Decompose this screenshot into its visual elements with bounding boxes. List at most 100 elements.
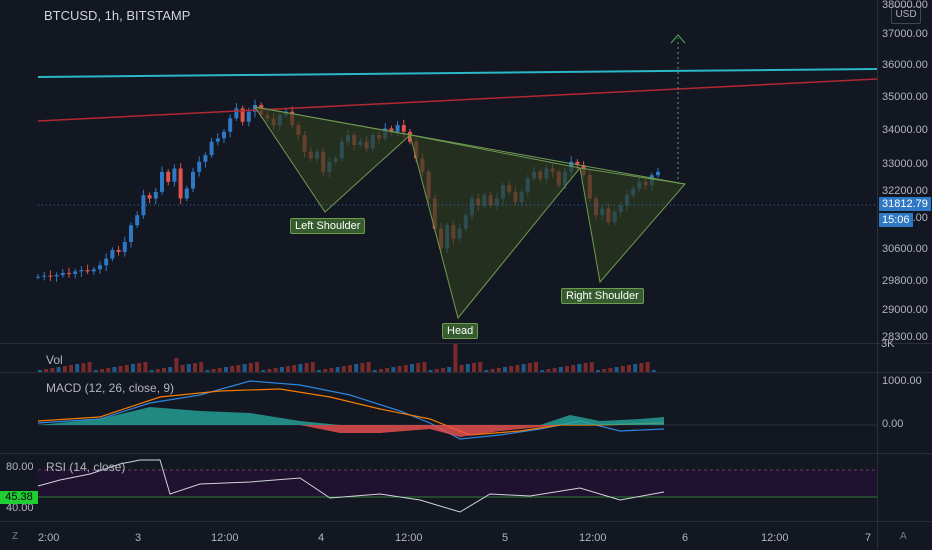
volume-bar <box>428 370 433 372</box>
left-shoulder-triangle <box>253 106 412 213</box>
volume-bar <box>379 369 383 372</box>
rsi-tick-80: 80.00 <box>6 461 34 473</box>
volume-bar <box>93 370 98 372</box>
rsi-value-tag: 45.38 <box>0 491 38 504</box>
candle-body <box>36 276 40 278</box>
volume-bar <box>230 366 235 372</box>
candle-body <box>110 249 115 259</box>
volume-bar <box>50 368 55 372</box>
price-axis-divider <box>877 0 878 550</box>
candle-body <box>575 161 580 166</box>
volume-bar <box>75 364 80 372</box>
volume-bar <box>261 370 266 372</box>
candle-body <box>178 168 183 199</box>
volume-pane <box>38 344 656 372</box>
volume-bar <box>118 366 123 372</box>
currency-badge[interactable]: USD <box>891 6 921 24</box>
candle-body <box>60 273 65 276</box>
time-axis-label: 12:00 <box>579 532 607 544</box>
volume-bar <box>131 364 135 372</box>
rsi-label[interactable]: RSI (14, close) <box>46 460 126 474</box>
right-shoulder-triangle <box>579 167 686 284</box>
volume-bar <box>509 366 514 372</box>
volume-bar <box>434 369 439 372</box>
rsi-pane <box>37 459 877 513</box>
candle-body <box>197 161 202 172</box>
volume-bar <box>106 368 111 372</box>
head-triangle <box>409 134 581 320</box>
volume-bar <box>242 364 247 372</box>
volume-bar <box>279 367 284 372</box>
candle-body <box>389 128 394 132</box>
target-arrow-head <box>670 34 686 44</box>
volume-bar <box>174 358 179 372</box>
volume-bar <box>614 367 619 372</box>
volume-bar <box>546 369 551 372</box>
volume-bar <box>162 368 166 372</box>
candle-body <box>79 270 84 272</box>
price-axis-label: 30600.00 <box>882 243 928 255</box>
volume-bar <box>422 362 427 372</box>
volume-bar <box>211 369 216 372</box>
macd-tick-0: 0.00 <box>882 418 904 430</box>
volume-bar <box>341 366 346 372</box>
time-axis-label: 2:00 <box>38 532 60 544</box>
pane-divider[interactable] <box>0 372 932 373</box>
volume-bar <box>180 365 185 372</box>
volume-bar <box>527 363 532 372</box>
candle-body <box>215 138 220 142</box>
pane-divider[interactable] <box>0 453 932 454</box>
auto-scale-button[interactable]: A <box>900 531 907 542</box>
time-axis-label: 5 <box>502 532 509 544</box>
volume-bar <box>441 368 445 372</box>
candle-body <box>253 105 257 112</box>
volume-bar <box>100 369 104 372</box>
volume-bar <box>447 367 452 372</box>
volume-bar <box>645 362 650 372</box>
volume-bar <box>310 362 315 372</box>
volume-bar <box>410 364 414 372</box>
price-chart[interactable] <box>0 0 877 342</box>
volume-bar <box>484 370 489 372</box>
volume-bar <box>416 363 421 372</box>
macd-label[interactable]: MACD (12, 26, close, 9) <box>46 381 175 395</box>
symbol-title[interactable]: BTCUSD, 1h, BITSTAMP <box>44 8 191 23</box>
candle-body <box>240 108 245 122</box>
head-label[interactable]: Head <box>442 323 479 339</box>
candle-body <box>98 265 102 270</box>
rsi-tick-40: 40.00 <box>6 502 34 514</box>
volume-bar <box>571 365 576 372</box>
volume-bar <box>286 366 290 372</box>
price-axis-label: 38000.00 <box>882 0 928 11</box>
volume-bar <box>583 363 588 372</box>
volume-bar <box>304 363 309 372</box>
volume-bar <box>577 364 582 372</box>
candle-body <box>166 171 171 182</box>
volume-bar <box>44 369 49 372</box>
volume-bar <box>329 368 334 372</box>
candle-body <box>67 273 71 275</box>
volume-bar <box>217 368 222 372</box>
candle-body <box>172 168 177 182</box>
price-axis-label: 29000.00 <box>882 304 928 316</box>
volume-bar <box>459 365 464 372</box>
volume-bar <box>323 369 328 372</box>
timezone-button[interactable]: Z <box>12 531 19 542</box>
volume-bar <box>335 367 340 372</box>
volume-bar <box>620 366 625 372</box>
candle-body <box>147 195 152 199</box>
candle-body <box>129 225 133 242</box>
volume-bar <box>453 344 458 372</box>
pane-divider[interactable] <box>0 343 932 344</box>
volume-label[interactable]: Vol <box>46 353 63 367</box>
volume-bar <box>366 362 371 372</box>
volume-bar <box>589 362 594 372</box>
volume-bar <box>565 366 569 372</box>
resistance-trendline <box>37 68 877 78</box>
neckline <box>254 106 686 185</box>
left-shoulder-label[interactable]: Left Shoulder <box>290 218 366 234</box>
volume-bar <box>596 370 600 372</box>
candle-body <box>116 249 121 252</box>
macd-histogram-negative <box>300 425 560 437</box>
right-shoulder-label[interactable]: Right Shoulder <box>561 288 644 304</box>
